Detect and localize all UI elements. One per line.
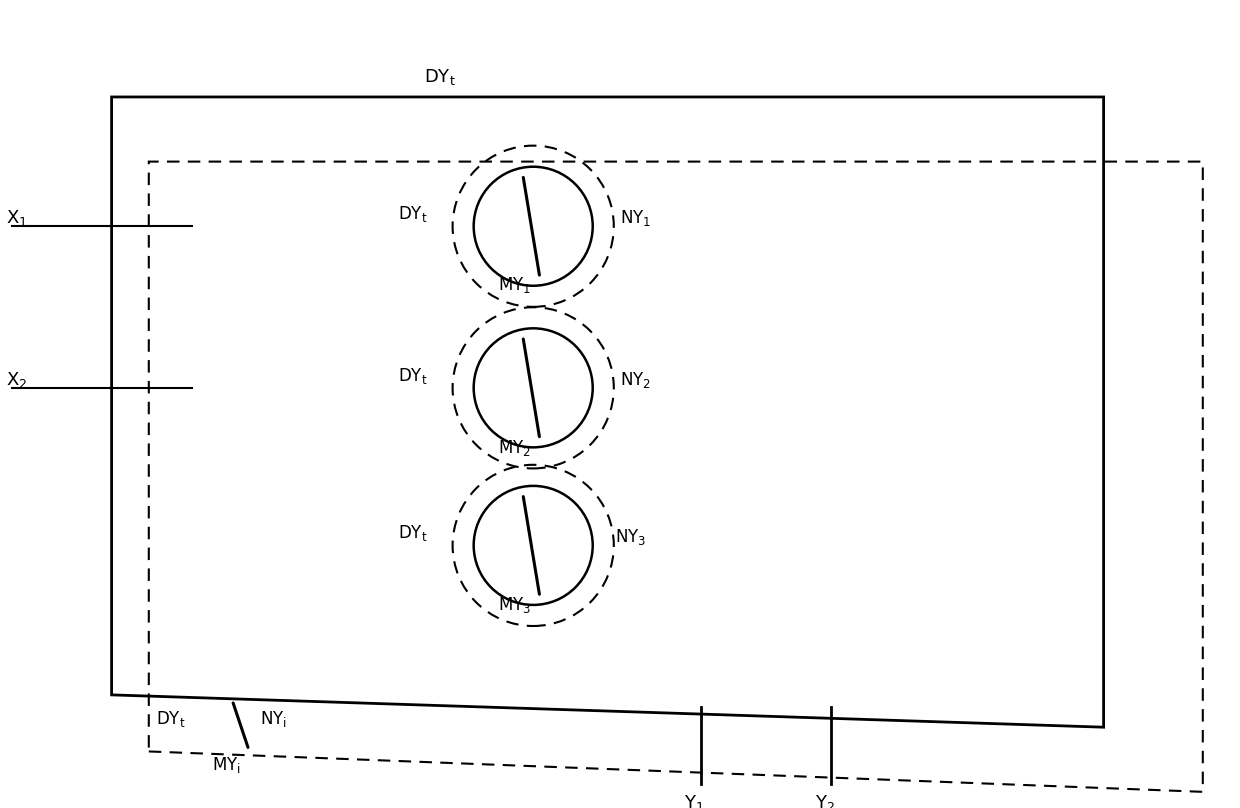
- Text: $\mathrm{MY}_\mathrm{i}$: $\mathrm{MY}_\mathrm{i}$: [212, 755, 242, 776]
- Text: $\mathrm{NY}_{1}$: $\mathrm{NY}_{1}$: [620, 208, 651, 228]
- Text: $\mathrm{Y}_1$: $\mathrm{Y}_1$: [684, 793, 704, 808]
- Text: $\mathrm{X}_1$: $\mathrm{X}_1$: [6, 208, 27, 228]
- Text: $\mathrm{NY}_\mathrm{i}$: $\mathrm{NY}_\mathrm{i}$: [260, 709, 288, 729]
- Text: $\mathrm{NY}_{2}$: $\mathrm{NY}_{2}$: [620, 370, 651, 389]
- Text: $\mathrm{NY}_{3}$: $\mathrm{NY}_{3}$: [615, 528, 646, 547]
- Text: $\mathrm{X}_2$: $\mathrm{X}_2$: [6, 370, 27, 389]
- Text: $\mathrm{MY}_{3}$: $\mathrm{MY}_{3}$: [498, 595, 531, 616]
- Text: $\mathrm{Y}_2$: $\mathrm{Y}_2$: [815, 793, 835, 808]
- Text: $\mathrm{DY}_\mathrm{t}$: $\mathrm{DY}_\mathrm{t}$: [398, 366, 428, 385]
- Text: $\mathrm{DY}_\mathrm{t}$: $\mathrm{DY}_\mathrm{t}$: [156, 709, 186, 729]
- Text: $\mathrm{MY}_{2}$: $\mathrm{MY}_{2}$: [498, 438, 531, 458]
- Text: $\mathrm{MY}_{1}$: $\mathrm{MY}_{1}$: [498, 275, 531, 295]
- Text: $\mathrm{DY}_\mathrm{t}$: $\mathrm{DY}_\mathrm{t}$: [398, 204, 428, 224]
- Text: $\mathrm{DY}_\mathrm{t}$: $\mathrm{DY}_\mathrm{t}$: [398, 524, 428, 543]
- Text: $\mathrm{DY}_\mathrm{t}$: $\mathrm{DY}_\mathrm{t}$: [424, 67, 456, 86]
